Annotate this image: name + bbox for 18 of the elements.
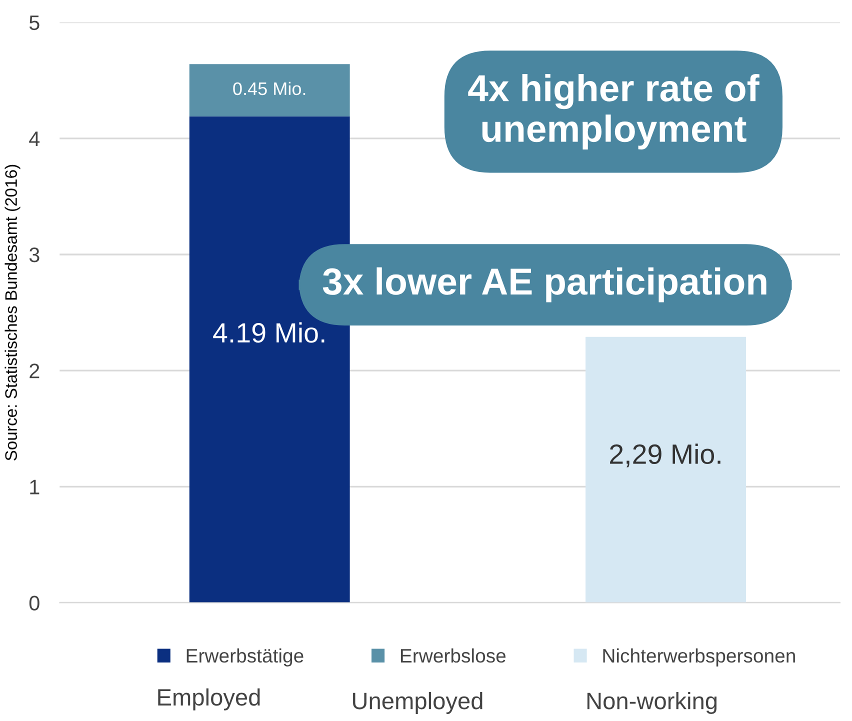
y-tick-label: 5 (29, 16, 40, 30)
y-tick-label: 0 (29, 596, 40, 611)
legend-label: Erwerbslose (401, 648, 506, 663)
data-label: 0.45 Mio. (233, 82, 306, 96)
y-tick-label: 3 (29, 248, 40, 262)
annotation: 3x lower AE participation (322, 267, 766, 302)
y-axis-title: Source: Statistisches Bundesamt (2016) (4, 164, 20, 460)
y-tick-label: 1 (30, 480, 40, 494)
legend-label: Erwerbstätige (186, 648, 304, 666)
legend-label: Nichterwerbspersonen (603, 648, 795, 666)
text: Non-working (587, 692, 717, 714)
text: Unemployed (353, 692, 482, 714)
text: Employed (158, 688, 260, 710)
data-label: 2,29 Mio. (610, 444, 720, 468)
annotation: 4x higher rate of unemployment (468, 74, 760, 150)
y-tick-label: 4 (29, 132, 40, 146)
y-tick-label: 2 (30, 364, 40, 378)
data-label: 4.19 Mio. (213, 322, 324, 343)
